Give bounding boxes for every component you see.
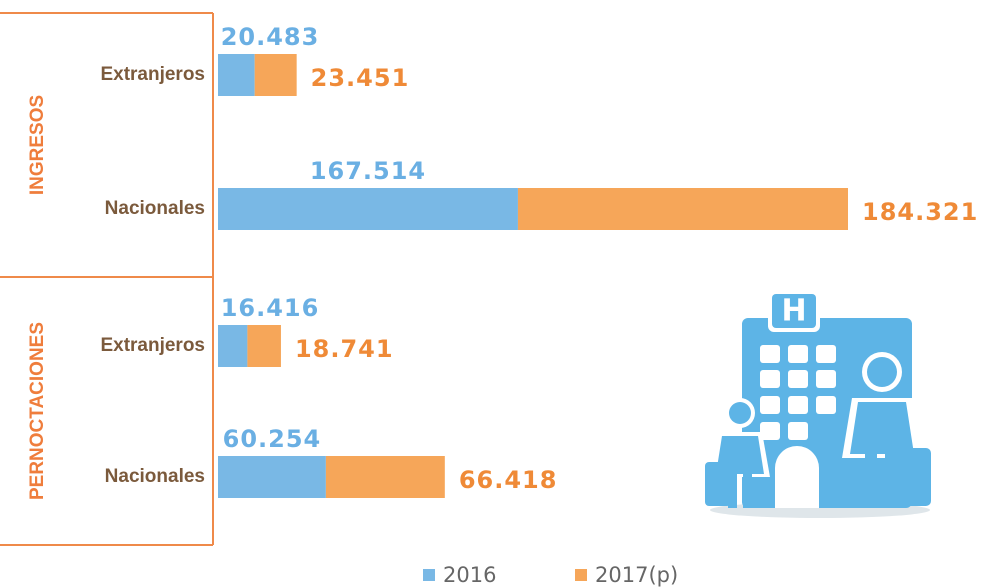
bar-segment bbox=[218, 325, 248, 367]
bar-segment bbox=[254, 54, 297, 96]
group-brackets bbox=[0, 12, 214, 546]
value-label: 23.451 bbox=[311, 64, 410, 92]
value-label: 66.418 bbox=[459, 466, 558, 494]
value-label: 16.416 bbox=[221, 294, 320, 322]
bar-segment bbox=[247, 325, 281, 367]
category-label: Extranjeros bbox=[100, 335, 205, 356]
legend-label: 2016 bbox=[443, 563, 496, 587]
value-label: 184.321 bbox=[862, 198, 978, 226]
legend-label: 2017(p) bbox=[595, 563, 678, 587]
legend-swatch bbox=[423, 569, 435, 581]
bar-segment bbox=[218, 456, 326, 498]
bar-segment bbox=[218, 54, 255, 96]
value-label: 60.254 bbox=[223, 425, 322, 453]
svg-text:H: H bbox=[781, 294, 806, 329]
category-label: Nacionales bbox=[105, 466, 205, 487]
value-label: 18.741 bbox=[295, 335, 394, 363]
group-label: PERNOCTACIONES bbox=[27, 322, 48, 500]
bar-segment bbox=[218, 188, 518, 230]
category-label: Nacionales bbox=[105, 198, 205, 219]
value-label: 167.514 bbox=[310, 157, 426, 185]
hotel-icon: H bbox=[705, 290, 931, 518]
bar-segment bbox=[517, 188, 848, 230]
bar-segment bbox=[325, 456, 445, 498]
value-label: 20.483 bbox=[221, 23, 320, 51]
category-label: Extranjeros bbox=[100, 64, 205, 85]
group-label: INGRESOS bbox=[27, 95, 48, 195]
legend-swatch bbox=[575, 569, 587, 581]
